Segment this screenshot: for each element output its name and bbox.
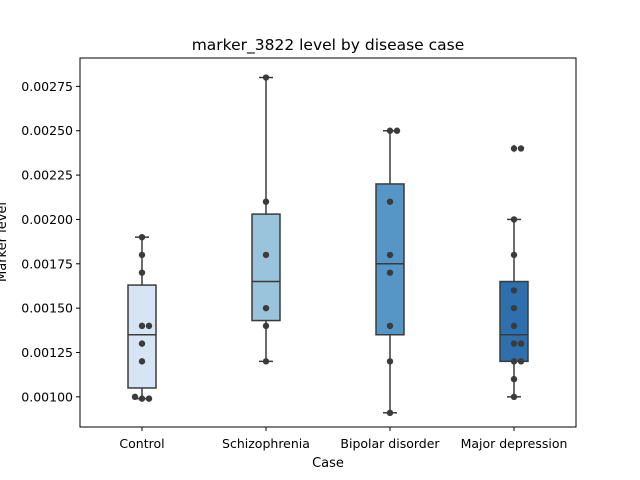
data-point (262, 322, 270, 330)
y-tick-label: 0.00275 (21, 79, 73, 94)
y-tick-label: 0.00175 (21, 256, 73, 271)
x-axis-label: Case (312, 456, 344, 471)
data-point (386, 322, 394, 330)
x-tick-label: Bipolar disorder (340, 436, 440, 451)
plot-area (127, 74, 529, 417)
point-group (510, 145, 525, 401)
iqr-box (127, 284, 157, 389)
data-point (138, 358, 146, 365)
data-point (262, 251, 270, 259)
box-group (375, 129, 405, 414)
data-point (138, 340, 146, 347)
data-point (386, 127, 394, 134)
data-point (510, 322, 518, 330)
data-point (510, 304, 518, 312)
point-group (131, 233, 153, 402)
data-point (138, 269, 146, 276)
data-point (517, 358, 525, 365)
x-tick-label: Schizophrenia (222, 436, 310, 451)
data-point (510, 358, 518, 365)
data-point (510, 145, 518, 152)
y-tick-label: 0.00200 (21, 212, 73, 227)
data-point (386, 269, 394, 276)
y-tick-label: 0.00125 (21, 345, 73, 360)
data-point (145, 322, 153, 330)
y-tick-label: 0.00225 (21, 168, 73, 183)
iqr-box (251, 213, 281, 322)
y-axis-label: Marker level (0, 202, 10, 282)
data-point (510, 340, 518, 347)
y-axis: 0.00100 0.00125 0.00150 0.00175 0.00200 0.002… (21, 79, 80, 404)
y-tick-label: 0.00150 (21, 301, 73, 316)
data-point (262, 358, 270, 365)
data-point (386, 409, 394, 417)
box-group (251, 76, 281, 363)
box-group (127, 236, 157, 400)
data-point (510, 393, 518, 401)
data-point (262, 304, 270, 312)
data-point (510, 216, 518, 223)
data-point (386, 358, 394, 365)
data-point (510, 375, 518, 383)
data-point (510, 287, 518, 294)
data-point (138, 233, 146, 241)
data-point (393, 127, 401, 134)
iqr-box (499, 280, 529, 363)
y-tick-label: 0.00100 (21, 389, 73, 404)
chart-title: marker_3822 level by disease case (192, 36, 465, 55)
data-point (138, 251, 146, 259)
point-group (262, 74, 270, 365)
data-point (262, 198, 270, 205)
data-point (517, 340, 525, 347)
data-point (138, 395, 146, 402)
x-tick-label: Major depression (461, 436, 568, 451)
x-axis: Control Schizophrenia Bipolar disorder Majo… (119, 427, 567, 451)
data-point (510, 251, 518, 259)
data-point (386, 198, 394, 205)
x-tick-label: Control (119, 436, 164, 451)
point-group (386, 127, 401, 417)
data-point (386, 251, 394, 259)
data-point (517, 145, 525, 152)
data-point (145, 395, 153, 402)
iqr-box (375, 183, 405, 336)
axes-frame (79, 57, 577, 428)
data-point (262, 74, 270, 81)
y-tick-label: 0.00250 (21, 123, 73, 138)
data-point (131, 393, 139, 401)
data-point (138, 322, 146, 330)
